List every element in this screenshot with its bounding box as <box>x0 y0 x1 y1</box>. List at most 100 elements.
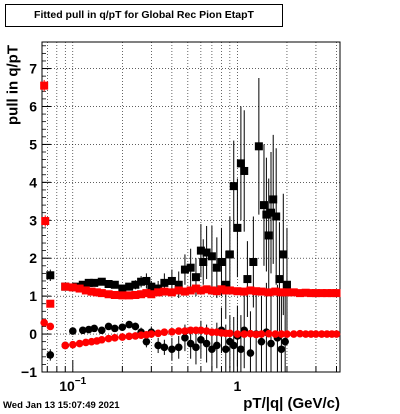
data-point-circle <box>125 320 133 329</box>
data-point-square <box>137 277 146 286</box>
data-point-circle <box>154 329 162 338</box>
data-point-circle <box>97 335 106 344</box>
data-point-square <box>271 287 280 296</box>
y-tick-label: 7 <box>29 61 37 77</box>
data-point-circle <box>147 330 156 338</box>
data-point-square <box>282 280 291 289</box>
data-point-circle <box>312 330 320 338</box>
data-point-circle <box>186 339 195 348</box>
data-point-square <box>186 286 195 295</box>
data-point-square <box>110 280 119 289</box>
y-tick-label: 1 <box>29 288 37 304</box>
axis-ticks <box>42 45 338 373</box>
data-point-square <box>257 287 266 296</box>
data-point-square <box>118 291 127 300</box>
data-point-square <box>92 288 101 297</box>
data-point-circle <box>283 330 291 338</box>
data-point-circle <box>226 329 234 338</box>
data-point-square <box>217 285 226 294</box>
data-point-square <box>236 159 245 168</box>
data-point-square <box>252 287 261 296</box>
data-point-square <box>68 283 77 292</box>
data-point-square <box>332 289 341 298</box>
data-point-circle <box>68 340 77 349</box>
data-point-circle <box>82 338 90 347</box>
x-tick-exponent: −1 <box>75 376 87 387</box>
data-point-square <box>46 271 55 280</box>
data-point-circle <box>246 329 255 338</box>
data-point-circle <box>75 339 84 348</box>
data-point-square <box>307 289 316 298</box>
data-point-square <box>295 289 304 298</box>
data-point-square <box>311 289 320 298</box>
series-2 <box>40 79 341 308</box>
data-point-square <box>212 287 221 296</box>
data-point-square <box>233 223 242 232</box>
data-point-circle <box>267 339 275 348</box>
data-point-circle <box>40 318 48 327</box>
data-point-circle <box>264 329 273 338</box>
data-point-square <box>272 212 281 221</box>
series-1 <box>46 282 289 372</box>
data-point-circle <box>257 330 266 338</box>
data-point-square <box>275 275 284 284</box>
data-point-circle <box>46 351 55 359</box>
data-point-circle <box>168 345 176 354</box>
data-point-square <box>131 291 140 299</box>
x-tick-label: 10 <box>59 378 75 394</box>
x-tick-labels: 10 −1 1 <box>59 376 241 394</box>
data-point-circle <box>257 337 266 346</box>
data-point-square <box>87 287 96 296</box>
data-point-circle <box>332 330 341 338</box>
data-point-square <box>147 282 156 291</box>
data-point-square <box>154 288 163 297</box>
data-point-circle <box>160 343 169 352</box>
data-point-circle <box>160 328 169 336</box>
data-point-square <box>174 280 183 289</box>
data-point-square <box>191 273 200 282</box>
data-point-square <box>186 263 195 272</box>
data-point-square <box>97 289 106 298</box>
data-point-square <box>264 288 273 297</box>
series-3 <box>40 318 341 350</box>
data-point-square <box>254 142 263 151</box>
y-tick-label: 2 <box>29 250 37 266</box>
data-point-square <box>202 248 211 257</box>
data-point-square <box>196 286 205 295</box>
data-point-circle <box>192 343 200 352</box>
x-axis-label: pT/|q| (GeV/c) <box>243 395 340 412</box>
data-point-square <box>267 208 276 217</box>
data-point-square <box>243 275 252 284</box>
data-point-circle <box>317 330 326 338</box>
data-point-square <box>327 289 336 298</box>
data-point-square <box>104 280 113 288</box>
data-point-square <box>233 287 242 296</box>
data-point-square <box>191 284 200 293</box>
data-point-square <box>207 286 216 295</box>
data-point-circle <box>78 326 87 335</box>
data-point-square <box>240 166 249 175</box>
data-point-circle <box>181 327 189 335</box>
data-point-square <box>301 288 310 297</box>
data-point-square <box>167 288 176 297</box>
data-point-square <box>142 276 151 285</box>
data-point-square <box>279 250 288 259</box>
data-point-circle <box>168 327 176 336</box>
data-point-square <box>137 290 146 299</box>
data-point-square <box>142 289 151 298</box>
timestamp: Wed Jan 13 15:07:49 2021 <box>3 400 120 411</box>
data-point-circle <box>202 339 211 348</box>
data-point-square <box>202 285 211 294</box>
data-point-circle <box>233 330 242 338</box>
data-point-square <box>207 252 216 261</box>
y-tick-label: 3 <box>29 212 37 228</box>
data-point-circle <box>174 327 183 335</box>
data-point-square <box>212 263 221 272</box>
data-point-circle <box>301 330 310 338</box>
data-point-circle <box>221 345 230 354</box>
data-point-square <box>180 265 189 274</box>
data-point-circle <box>125 332 133 341</box>
data-point-circle <box>289 330 298 338</box>
grid <box>42 42 340 373</box>
